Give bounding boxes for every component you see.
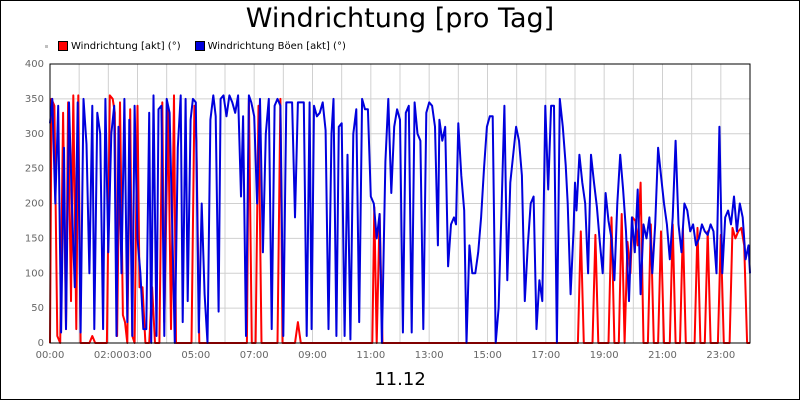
y-tick-label: 300 bbox=[25, 129, 44, 140]
chart-legend: Windrichtung [akt] (°) Windrichtung Böen… bbox=[45, 39, 360, 53]
x-tick-label: 13:00 bbox=[415, 350, 444, 361]
y-tick-label: 0 bbox=[38, 338, 44, 349]
x-tick-label: 15:00 bbox=[473, 350, 502, 361]
x-tick-label: 03:00 bbox=[123, 350, 152, 361]
x-tick-label: 21:00 bbox=[648, 350, 677, 361]
plot-border bbox=[49, 63, 751, 344]
y-tick-label: 350 bbox=[25, 94, 44, 105]
y-tick-label: 150 bbox=[25, 233, 44, 244]
y-tick-label: 50 bbox=[31, 303, 44, 314]
legend-marker-icon bbox=[45, 44, 48, 48]
x-tick-label: 05:00 bbox=[181, 350, 210, 361]
y-tick-label: 200 bbox=[25, 199, 44, 210]
legend-swatch-red bbox=[58, 41, 68, 51]
x-tick-label: 17:00 bbox=[531, 350, 560, 361]
legend-item-windrichtung: Windrichtung [akt] (°) bbox=[58, 41, 181, 52]
y-tick-label: 100 bbox=[25, 268, 44, 279]
legend-label-windrichtung: Windrichtung [akt] (°) bbox=[71, 40, 181, 52]
y-tick-label: 400 bbox=[25, 59, 44, 70]
x-axis-caption: 11.12 bbox=[374, 369, 426, 390]
x-tick-label: 09:00 bbox=[298, 350, 327, 361]
y-tick-label: 250 bbox=[25, 164, 44, 175]
x-tick-label: 11:00 bbox=[356, 350, 385, 361]
x-tick-label: 19:00 bbox=[590, 350, 619, 361]
legend-item-boeen: Windrichtung Böen [akt] (°) bbox=[194, 40, 346, 52]
x-tick-label: 02:00 bbox=[94, 350, 123, 361]
chart-title: Windrichtung [pro Tag] bbox=[245, 3, 555, 34]
legend-label-boeen: Windrichtung Böen [akt] (°) bbox=[207, 40, 346, 52]
x-tick-label: 00:00 bbox=[36, 350, 65, 361]
legend-swatch-blue bbox=[194, 41, 205, 51]
x-tick-label: 07:00 bbox=[240, 350, 269, 361]
x-tick-label: 23:00 bbox=[706, 350, 735, 361]
series-line-1 bbox=[49, 94, 751, 344]
